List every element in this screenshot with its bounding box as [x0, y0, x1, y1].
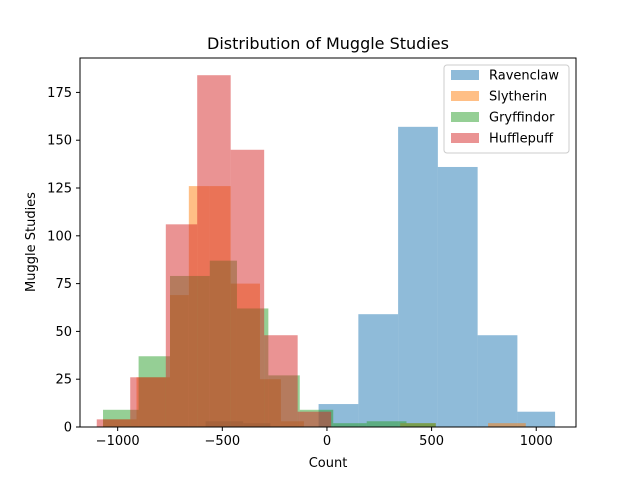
bars-layer [96, 75, 556, 428]
bar-hufflepuff-3 [197, 75, 231, 428]
y-tick-label: 75 [55, 277, 72, 292]
y-tick-label: 25 [55, 373, 72, 388]
bar-ravenclaw-2 [398, 126, 438, 428]
legend-swatch-ravenclaw [451, 70, 479, 80]
y-axis-label: Muggle Studies [24, 192, 39, 292]
plot-frame [79, 57, 577, 428]
x-axis: −1000 −500 0 500 1000 [96, 427, 553, 449]
y-tick-label: 150 [47, 134, 72, 149]
x-tick-label: −500 [204, 434, 240, 449]
bar-hufflepuff-5 [264, 335, 298, 427]
bar-ravenclaw-4 [477, 335, 518, 427]
y-tick-label: 100 [47, 229, 72, 244]
legend: Ravenclaw Slytherin Gryffindor Hufflepuff [443, 64, 570, 154]
legend-label-slytherin: Slytherin [489, 90, 547, 105]
x-tick-label: 500 [419, 434, 444, 449]
x-tick-label: −1000 [96, 434, 140, 449]
legend-swatch-gryffindor [451, 112, 479, 122]
bar-ravenclaw-5 [517, 411, 556, 427]
y-tick-label: 0 [64, 421, 72, 436]
bar-hufflepuff-2 [165, 224, 198, 427]
x-tick-label: 0 [323, 434, 331, 449]
bar-gryffindor-extra-1 [366, 421, 407, 427]
legend-swatch-slytherin [451, 91, 479, 101]
legend-label-gryffindor: Gryffindor [489, 111, 555, 126]
legend-label-ravenclaw: Ravenclaw [489, 69, 559, 84]
bar-hufflepuff-6 [297, 411, 332, 427]
bar-hufflepuff-4 [230, 149, 265, 427]
x-tick-label: 1000 [520, 434, 553, 449]
legend-box [443, 64, 570, 154]
y-tick-label: 175 [47, 86, 72, 101]
bar-ravenclaw-3 [437, 166, 478, 427]
bar-slytherin-extra-1 [488, 423, 526, 427]
chart-title: Distribution of Muggle Studies [207, 34, 449, 53]
bar-hufflepuff-1 [130, 377, 166, 427]
bar-gryffindor-extra-2 [406, 423, 436, 427]
bar-hufflepuff-0 [96, 419, 131, 427]
bar-ravenclaw-1 [358, 314, 399, 427]
legend-label-hufflepuff: Hufflepuff [489, 132, 554, 147]
legend-swatch-hufflepuff [451, 133, 479, 143]
y-tick-label: 50 [55, 325, 72, 340]
x-axis-label: Count [309, 456, 348, 471]
y-tick-label: 125 [47, 182, 72, 197]
y-axis: 0 25 50 75 100 125 150 175 [47, 86, 80, 436]
bar-gryffindor-extra-0 [333, 423, 367, 427]
